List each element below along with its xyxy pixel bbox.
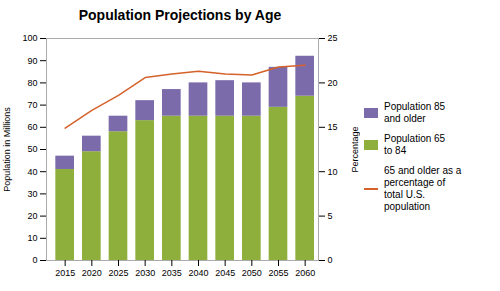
svg-text:2015: 2015 [55,268,75,278]
svg-text:Population in Millions: Population in Millions [2,107,12,192]
svg-text:0: 0 [32,255,37,265]
svg-text:Percentage: Percentage [350,126,360,172]
svg-text:0: 0 [328,255,333,265]
svg-text:2035: 2035 [162,268,182,278]
html-text:Population 65 to 84: Population 65 to 84 [384,133,446,156]
svg-text:50: 50 [27,144,37,154]
svg-text:10: 10 [27,233,37,243]
html-text:Population Projections by Age: Population Projections by Age [78,7,282,23]
svg-text:2055: 2055 [268,268,288,278]
html-text:Population 85 and older: Population 85 and older [384,101,446,124]
svg-text:2025: 2025 [108,268,128,278]
svg-text:20: 20 [27,211,37,221]
svg-text:5: 5 [328,211,333,221]
svg-text:100: 100 [22,33,37,43]
svg-text:90: 90 [27,56,37,66]
svg-text:60: 60 [27,122,37,132]
svg-text:40: 40 [27,167,37,177]
svg-text:2030: 2030 [135,268,155,278]
svg-text:30: 30 [27,189,37,199]
svg-text:15: 15 [328,122,338,132]
svg-text:70: 70 [27,100,37,110]
svg-text:20: 20 [328,78,338,88]
svg-text:2020: 2020 [82,268,102,278]
svg-text:2045: 2045 [215,268,235,278]
svg-text:10: 10 [328,167,338,177]
svg-text:2050: 2050 [242,268,262,278]
svg-text:80: 80 [27,78,37,88]
html-text:65 and older as a percentage o: 65 and older as a percentage of total U.… [384,165,462,212]
svg-text:2040: 2040 [188,268,208,278]
svg-text:25: 25 [328,33,338,43]
svg-text:2060: 2060 [295,268,315,278]
